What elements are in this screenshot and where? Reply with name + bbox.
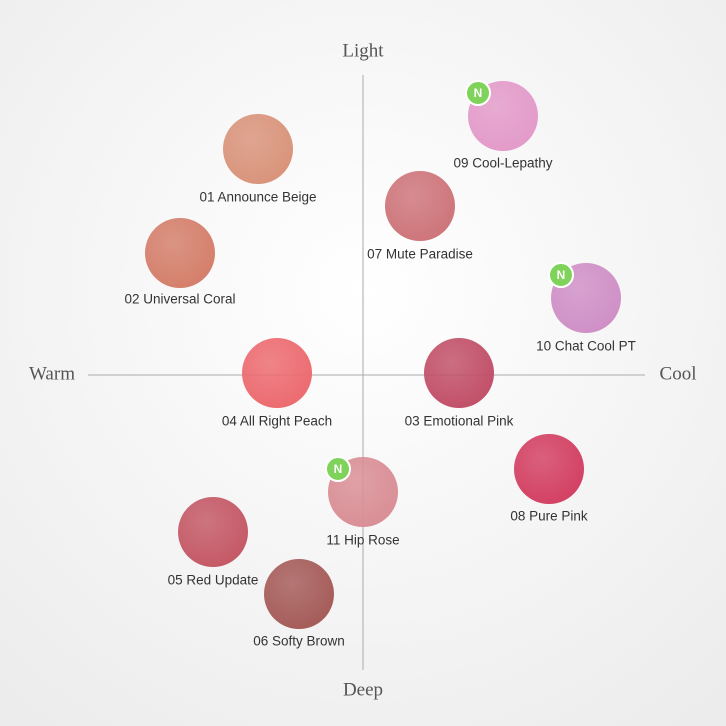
new-badge-text: N (334, 462, 343, 476)
shade-swatch (264, 559, 334, 629)
shade-label: 01 Announce Beige (199, 190, 316, 205)
axis-top: Light (342, 40, 384, 61)
new-badge (548, 262, 574, 288)
axis-bottom: Deep (343, 679, 383, 700)
shade-label: 05 Red Update (168, 573, 259, 588)
shade-swatch (145, 218, 215, 288)
new-badge (325, 456, 351, 482)
shade-swatch (223, 114, 293, 184)
new-badge (465, 80, 491, 106)
shade-label: 11 Hip Rose (326, 533, 399, 548)
new-badge-text: N (474, 86, 483, 100)
shade-label: 10 Chat Cool PT (536, 339, 636, 354)
axis-right: Cool (660, 363, 697, 384)
shade-label: 04 All Right Peach (222, 414, 332, 429)
shade-swatch (178, 497, 248, 567)
shade-label: 02 Universal Coral (124, 292, 235, 307)
shade-label: 09 Cool-Lepathy (453, 156, 552, 171)
shade-label: 07 Mute Paradise (367, 247, 473, 262)
shade-label: 06 Softy Brown (253, 634, 345, 649)
shade-swatch (242, 338, 312, 408)
shade-swatch (385, 171, 455, 241)
shade-label: 08 Pure Pink (510, 509, 588, 524)
new-badge-text: N (557, 268, 566, 282)
axis-left: Warm (29, 363, 75, 384)
shade-swatch (424, 338, 494, 408)
shade-label: 03 Emotional Pink (405, 414, 514, 429)
shade-swatch (514, 434, 584, 504)
